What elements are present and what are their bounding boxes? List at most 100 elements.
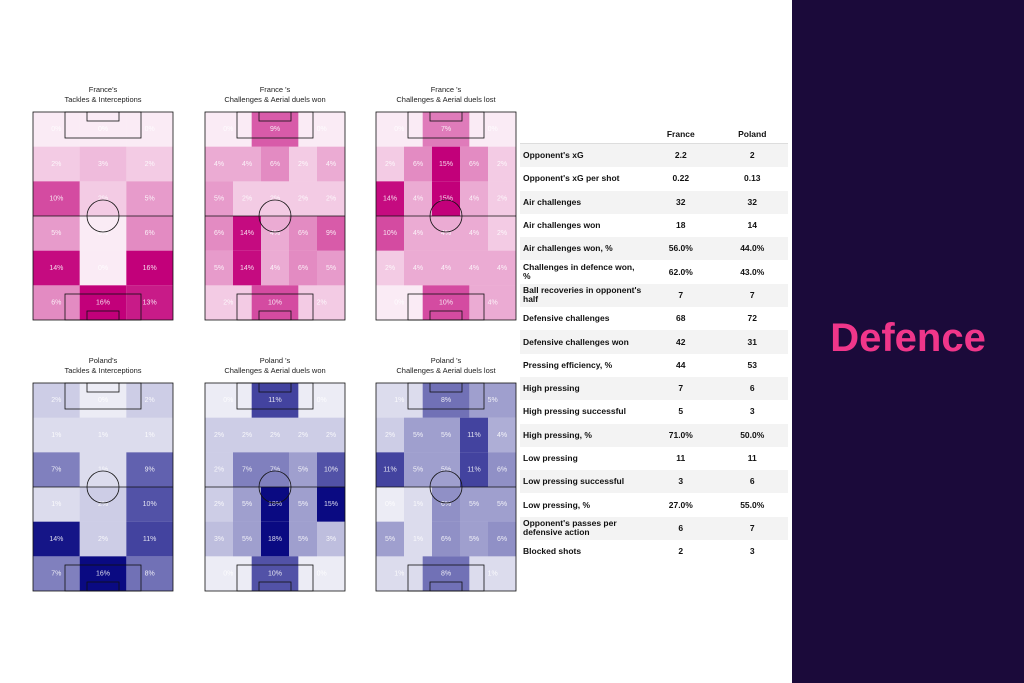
heat-cell (233, 146, 261, 182)
cell-label: 14% (240, 230, 254, 237)
heat-cell (33, 181, 80, 216)
heat-cell (205, 487, 233, 522)
cell-label: 1% (413, 536, 423, 543)
stat-label: High pressing (520, 376, 646, 401)
heat-cell (33, 250, 80, 286)
stat-label: Defensive challenges won (520, 330, 646, 354)
cell-label: 6% (441, 501, 451, 508)
heat-cell (469, 112, 516, 147)
heat-cell (488, 181, 516, 216)
heat-cell (488, 146, 516, 182)
cell-label: 3% (98, 161, 108, 168)
cell-label: 5% (298, 501, 308, 508)
stat-row: High pressing 7 6 (520, 376, 788, 401)
stat-value: 11 (676, 453, 686, 463)
cell-label: 5% (413, 432, 423, 439)
heat-cell (488, 452, 516, 487)
stat-label: Air challenges won (523, 220, 601, 231)
stat-row: Defensive challenges 68 72 (520, 307, 788, 330)
heat-cell (261, 250, 289, 286)
stat-value: 2.2 (645, 143, 717, 168)
heat-cell (251, 285, 299, 320)
cell-label: 7% (441, 126, 451, 133)
heat-cell (289, 521, 317, 557)
cell-label: 3% (214, 536, 224, 543)
cell-label: 4% (488, 300, 498, 307)
pitch-title: Poland 's (260, 356, 291, 365)
heat-cell (488, 250, 516, 286)
cell-label: 2% (497, 161, 507, 168)
stat-value: 3 (749, 406, 755, 417)
cell-label: 6% (497, 536, 507, 543)
cell-label: 5% (214, 196, 224, 203)
header-row: France Poland (520, 125, 788, 144)
heat-cell (233, 216, 261, 251)
heat-cell (404, 250, 432, 286)
cell-label: 15% (324, 501, 338, 508)
cell-label: 4% (413, 196, 423, 203)
stat-label: Pressing efficiency, % (523, 359, 613, 370)
heat-cell (126, 285, 173, 320)
heat-cell (79, 112, 127, 147)
stat-value: 31 (716, 330, 788, 354)
heat-cell (205, 452, 233, 487)
heat-cell (233, 250, 261, 286)
side-title: Defence (830, 316, 986, 360)
heat-cell (261, 521, 289, 557)
cell-label: 2% (385, 161, 395, 168)
heat-cell (79, 181, 127, 216)
stat-value: 44 (676, 359, 686, 370)
heat-cell (126, 250, 173, 286)
cell-label: 18% (268, 536, 282, 543)
stat-row: Low pressing, % 27.0% 55.0% (520, 493, 788, 516)
cell-label: 0% (223, 571, 233, 578)
heat-cell (469, 285, 516, 320)
heat-cell (126, 383, 173, 418)
heat-cell (376, 216, 404, 251)
stat-value: 50.0% (716, 423, 788, 447)
stat-label: Low pressing (523, 453, 578, 463)
goal-top (429, 111, 463, 122)
stat-value: 62.0% (668, 266, 693, 277)
cell-label: 11% (467, 432, 481, 439)
cell-label: 4% (413, 230, 423, 237)
cell-label: 1% (394, 571, 404, 578)
cell-label: 16% (96, 571, 110, 578)
heat-cell (33, 383, 80, 418)
heat-cell (126, 521, 173, 557)
cell-label: 10% (268, 300, 282, 307)
heat-cell (289, 216, 317, 251)
stat-row: Air challenges won 18 14 (520, 214, 788, 237)
cell-label: 2% (326, 432, 336, 439)
cell-label: 1% (145, 432, 155, 439)
heat-cell (205, 146, 233, 182)
cell-label: 5% (214, 265, 224, 272)
heat-cell (126, 556, 173, 591)
heat-cell (79, 556, 127, 591)
center-circle (258, 199, 292, 233)
cell-label: 4% (469, 230, 479, 237)
cell-label: 8% (145, 571, 155, 578)
heat-cell (376, 383, 423, 418)
center-circle (86, 470, 120, 504)
stat-label: Blocked shots (523, 546, 582, 557)
cell-label: 2% (145, 161, 155, 168)
cell-label: 6% (214, 230, 224, 237)
heat-cell (298, 556, 345, 591)
cell-label: 5% (298, 467, 308, 474)
cell-label: 0% (317, 126, 327, 133)
cell-label: 4% (214, 161, 224, 168)
heat-cell (422, 556, 470, 591)
cell-label: 2% (98, 196, 108, 203)
stats-table: France Poland Opponent's xG 2.2 2 Opponent's … (520, 125, 788, 563)
cell-label: 0% (98, 265, 108, 272)
cell-label: 8% (441, 571, 451, 578)
heat-cell (460, 487, 488, 522)
heat-cell (488, 487, 516, 522)
heat-cell (126, 216, 173, 251)
cell-label: 5% (488, 397, 498, 404)
cell-label: 7% (270, 467, 280, 474)
stat-value: 0.22 (672, 173, 690, 184)
cell-label: 4% (242, 161, 252, 168)
